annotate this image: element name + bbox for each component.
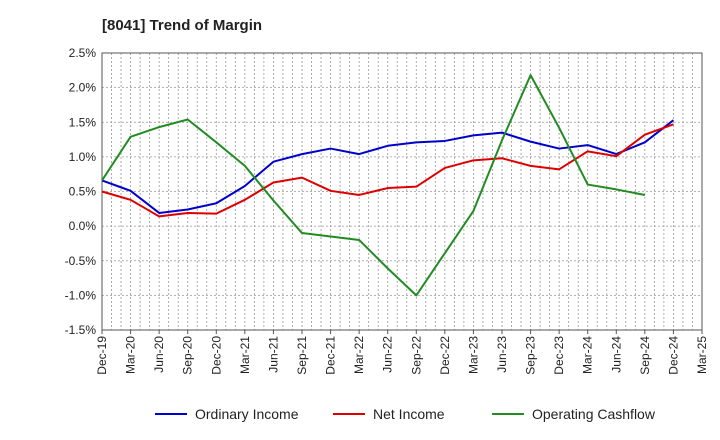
- legend: Ordinary Income Net Income Operating Cashf…: [155, 406, 656, 422]
- y-tick-label: 0.0%: [69, 219, 97, 233]
- legend-label-net-income: Net Income: [373, 406, 445, 422]
- x-tick-label: Jun-23: [495, 336, 509, 373]
- x-tick-label: Sep-23: [524, 336, 538, 375]
- x-tick-label: Dec-22: [438, 336, 452, 375]
- x-tick-label: Jun-21: [266, 336, 280, 373]
- chart-title: [8041] Trend of Margin: [102, 17, 262, 34]
- x-tick-label: Dec-19: [95, 336, 109, 375]
- x-tick-label: Mar-24: [581, 336, 595, 374]
- x-tick-label: Mar-25: [695, 336, 709, 374]
- x-tick-label: Dec-23: [552, 336, 566, 375]
- series-line-operating-cashflow: [101, 74, 646, 297]
- x-tick-label: Mar-22: [352, 336, 366, 374]
- x-tick-label: Jun-20: [152, 336, 166, 373]
- series-lines: [101, 74, 675, 297]
- x-tick-label: Dec-24: [666, 336, 680, 375]
- y-tick-label: 0.5%: [69, 185, 97, 199]
- y-tick-label: -1.0%: [65, 288, 97, 302]
- x-tick-label: Sep-21: [295, 336, 309, 375]
- y-tick-label: 2.0%: [69, 81, 97, 95]
- y-tick-label: 2.5%: [69, 46, 97, 60]
- x-tick-label: Mar-23: [466, 336, 480, 374]
- x-tick-label: Mar-20: [124, 336, 138, 374]
- x-tick-label: Jun-22: [381, 336, 395, 373]
- x-tick-label: Sep-24: [638, 336, 652, 375]
- legend-label-operating-cashflow: Operating Cashflow: [532, 406, 656, 422]
- x-tick-label: Dec-20: [209, 336, 223, 375]
- y-tick-label: -1.5%: [65, 323, 97, 337]
- x-tick-label: Mar-21: [238, 336, 252, 374]
- x-tick-label: Jun-24: [609, 336, 623, 373]
- y-tick-label: 1.5%: [69, 115, 97, 129]
- legend-label-ordinary-income: Ordinary Income: [195, 406, 299, 422]
- y-tick-label: 1.0%: [69, 150, 97, 164]
- x-tick-label: Sep-20: [181, 336, 195, 375]
- grid: [102, 52, 702, 331]
- axes: -1.5% -1.0% -0.5% 0.0% 0.5% 1.0% 1.5% 2.0% 2.5% D…: [65, 46, 709, 375]
- series-line-ordinary-income: [101, 119, 675, 214]
- series-line-net-income: [101, 123, 674, 218]
- x-tick-label: Dec-21: [324, 336, 338, 375]
- x-tick-label: Sep-22: [409, 336, 423, 375]
- y-tick-label: -0.5%: [65, 254, 97, 268]
